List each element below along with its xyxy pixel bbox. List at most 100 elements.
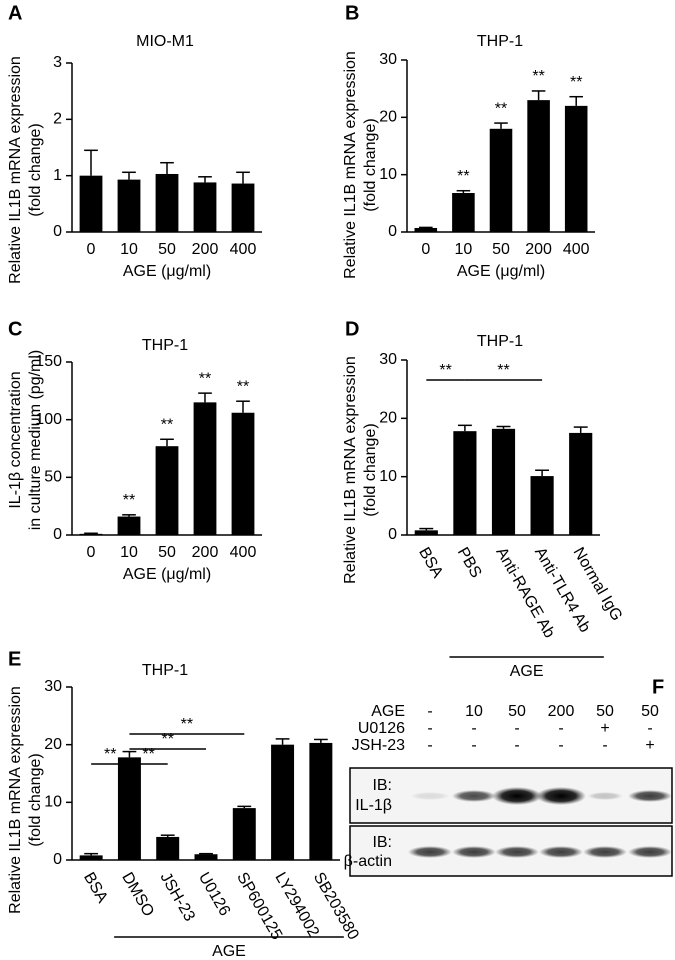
- bar: [193, 402, 217, 535]
- comparison-label: **: [104, 746, 116, 763]
- chart-title: THP-1: [142, 662, 188, 679]
- panel-label: B: [345, 2, 359, 24]
- treatment-value: 50: [596, 703, 614, 720]
- x-tick-label: 400: [230, 241, 257, 258]
- y-axis-label: Relative IL1B mRNA expression: [7, 686, 24, 914]
- blot-label: IB:: [372, 777, 392, 794]
- treatment-value: -: [427, 720, 432, 737]
- x-tick-label: 10: [120, 241, 138, 258]
- x-tick-label: 0: [421, 241, 430, 258]
- significance-label: **: [495, 100, 507, 117]
- blot-image: [349, 767, 673, 877]
- y-tick-label: 20: [379, 410, 397, 427]
- y-tick-label: 0: [53, 223, 62, 240]
- x-tick-label: 200: [525, 241, 552, 258]
- y-tick-label: 150: [35, 353, 62, 370]
- x-tick-label: 50: [158, 241, 176, 258]
- bar: [489, 128, 513, 232]
- y-tick-label: 100: [35, 411, 62, 428]
- y-axis-label: (fold change): [362, 423, 379, 516]
- significance-label: **: [161, 416, 173, 433]
- x-tick-label: 50: [158, 544, 176, 561]
- y-axis-label: in culture medium (pg/ml): [27, 350, 44, 531]
- bar: [193, 182, 217, 232]
- y-axis-label: (fold change): [27, 753, 44, 846]
- comparison-label: **: [142, 746, 154, 763]
- bar: [564, 105, 588, 232]
- band: [452, 790, 496, 802]
- bar: [271, 744, 295, 860]
- x-axis-label: AGE (μg/ml): [123, 566, 211, 583]
- comparison-label: **: [161, 731, 173, 748]
- y-axis-label: (fold change): [27, 123, 44, 216]
- bar: [117, 757, 141, 860]
- significance-label: **: [123, 492, 135, 509]
- treatment-value: +: [600, 720, 609, 737]
- treatment-value: -: [514, 737, 519, 754]
- x-tick-label: 400: [563, 241, 590, 258]
- x-tick-label: DMSO: [118, 870, 157, 920]
- bar: [194, 854, 218, 860]
- y-axis-label: (fold change): [362, 118, 379, 211]
- band: [452, 846, 496, 858]
- y-tick-label: 10: [44, 794, 62, 811]
- y-tick-label: 30: [379, 351, 397, 368]
- bar: [414, 227, 438, 232]
- x-tick-label: BSA: [415, 545, 446, 582]
- significance-label: **: [457, 168, 469, 185]
- y-tick-label: 20: [379, 109, 397, 126]
- bar: [155, 446, 179, 535]
- y-axis-label: Relative IL1B mRNA expression: [342, 51, 359, 279]
- x-tick-label: PBS: [454, 545, 485, 581]
- bar: [117, 179, 141, 232]
- band: [628, 790, 672, 802]
- bar: [414, 530, 438, 535]
- x-tick-label: 200: [192, 241, 219, 258]
- bar: [232, 808, 256, 860]
- y-tick-label: 20: [44, 736, 62, 753]
- y-axis-label: Relative IL1B mRNA expression: [342, 356, 359, 584]
- panel-label: A: [8, 2, 22, 24]
- treatment-value: -: [558, 720, 563, 737]
- band: [492, 787, 542, 805]
- y-tick-label: 50: [44, 469, 62, 486]
- group-label: AGE: [212, 943, 246, 960]
- bar: [231, 412, 255, 535]
- panel-label: C: [8, 318, 22, 340]
- band: [587, 792, 623, 800]
- bar: [569, 432, 593, 535]
- treatment-label: U0126: [358, 720, 405, 737]
- x-tick-label: U0126: [195, 870, 233, 919]
- treatment-value: 50: [641, 703, 659, 720]
- y-tick-label: 0: [388, 223, 397, 240]
- x-tick-label: JSH-23: [157, 870, 198, 925]
- chart-title: MIO-M1: [136, 33, 194, 50]
- y-tick-label: 0: [388, 526, 397, 543]
- treatment-value: 200: [548, 703, 575, 720]
- treatment-value: -: [602, 737, 607, 754]
- band: [495, 846, 539, 858]
- x-axis-label: AGE (μg/ml): [457, 263, 545, 280]
- group-label: AGE: [510, 663, 544, 680]
- chart-title: THP-1: [142, 337, 188, 354]
- chart-title: THP-1: [477, 333, 523, 350]
- chart-title: THP-1: [477, 33, 523, 50]
- treatment-value: +: [645, 737, 654, 754]
- treatment-label: AGE: [371, 703, 405, 720]
- band: [583, 846, 627, 858]
- bar: [155, 173, 179, 232]
- bar: [79, 533, 103, 535]
- bar: [527, 100, 550, 232]
- y-tick-label: 10: [379, 468, 397, 485]
- y-axis-label: IL-1β concentration: [7, 371, 24, 508]
- treatment-value: -: [427, 703, 432, 720]
- bar: [530, 476, 554, 535]
- y-axis-label: Relative IL1B mRNA expression: [7, 56, 24, 284]
- band: [628, 846, 672, 858]
- treatment-value: -: [514, 720, 519, 737]
- y-tick-label: 1: [53, 167, 62, 184]
- significance-label: **: [199, 370, 211, 387]
- x-axis-label: AGE (μg/ml): [123, 263, 211, 280]
- treatment-value: -: [471, 737, 476, 754]
- significance-label: **: [237, 378, 249, 395]
